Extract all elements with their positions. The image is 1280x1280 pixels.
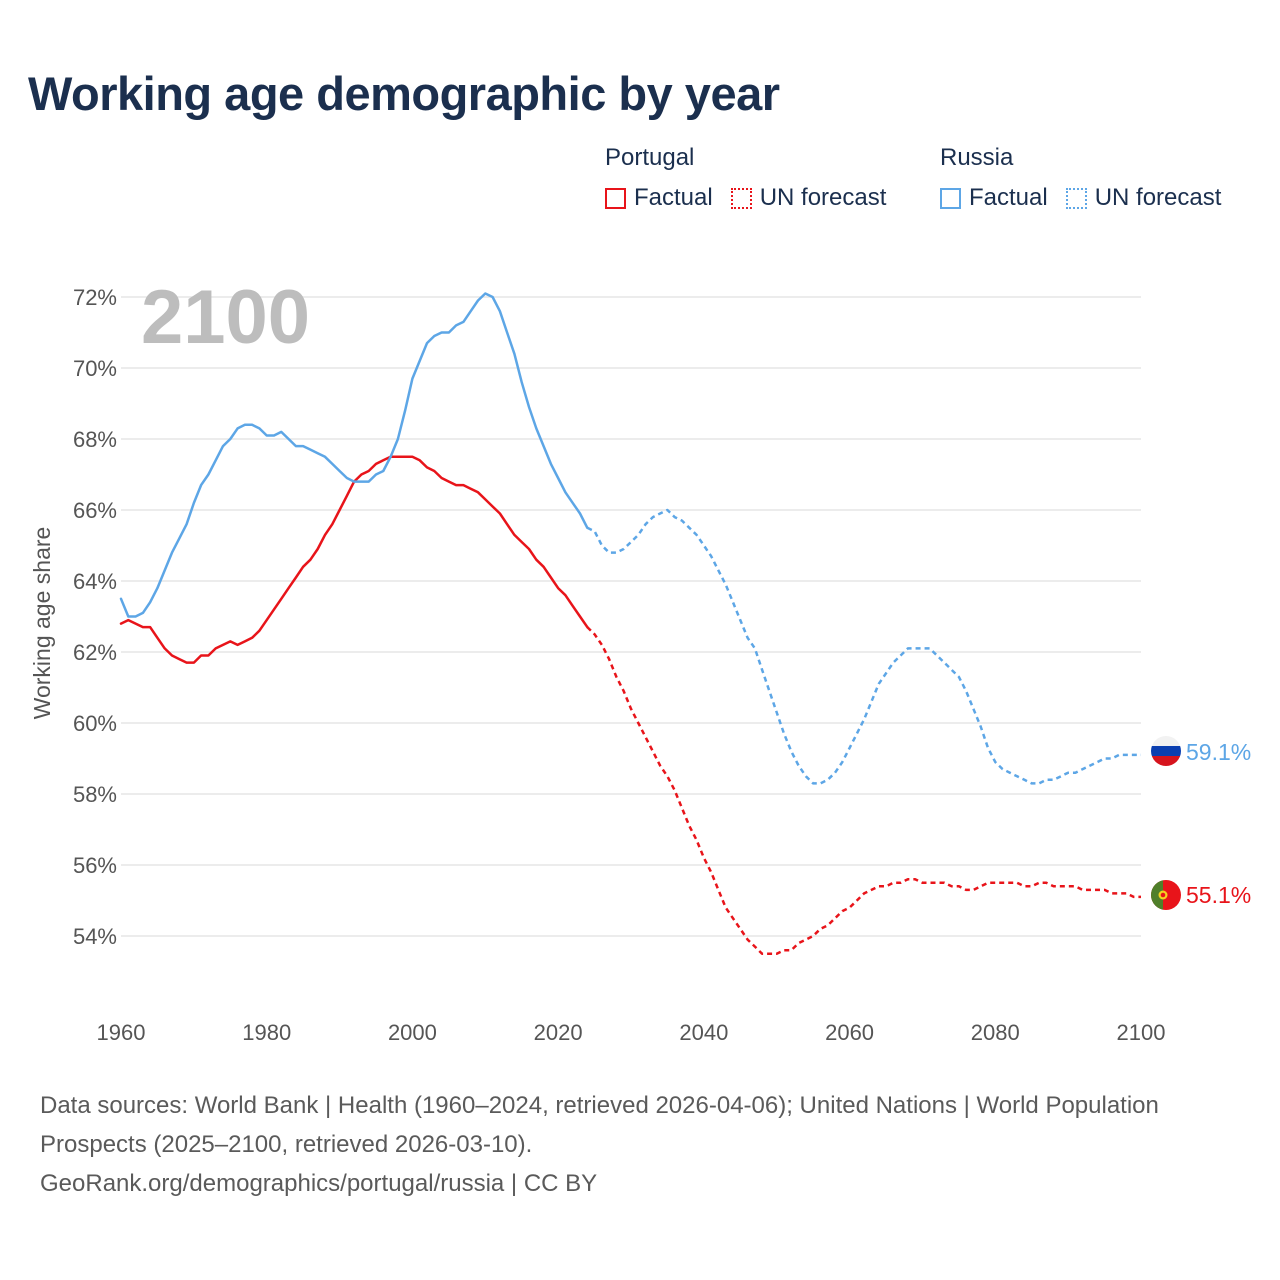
y-tick-label: 64% bbox=[73, 569, 117, 594]
y-tick-label: 54% bbox=[73, 924, 117, 949]
legend-swatch-portugal-forecast bbox=[730, 187, 752, 209]
x-tick-label: 2060 bbox=[825, 1020, 874, 1045]
legend-label-russia-factual: Factual bbox=[969, 184, 1048, 211]
y-tick-label: 56% bbox=[73, 853, 117, 878]
x-tick-label: 2020 bbox=[534, 1020, 583, 1045]
y-tick-label: 72% bbox=[73, 285, 117, 310]
chart-title: Working age demographic by year bbox=[28, 67, 780, 120]
grid-lines bbox=[121, 296, 1141, 937]
legend-swatch-russia-factual bbox=[940, 187, 961, 209]
legend-swatch-portugal-factual bbox=[605, 187, 626, 209]
x-axis-ticks: 1960 1980 2000 2020 2040 2060 2080 2100 bbox=[97, 1020, 1166, 1045]
legend-item-portugal-factual[interactable]: Factual bbox=[605, 184, 713, 212]
x-tick-label: 1980 bbox=[242, 1020, 291, 1045]
y-tick-label: 58% bbox=[73, 782, 117, 807]
portugal-flag-icon bbox=[1151, 880, 1181, 910]
end-label-portugal: 55.1% bbox=[1186, 882, 1251, 908]
legend-item-russia-forecast[interactable]: UN forecast bbox=[1065, 184, 1222, 212]
russia-flag-icon bbox=[1151, 736, 1181, 766]
x-tick-label: 1960 bbox=[97, 1020, 146, 1045]
legend-item-russia-factual[interactable]: Factual bbox=[940, 184, 1048, 212]
footer-sources: Data sources: World Bank | Health (1960–… bbox=[40, 1092, 1159, 1158]
end-label-russia: 59.1% bbox=[1186, 739, 1251, 765]
legend-label-portugal-forecast: UN forecast bbox=[759, 184, 887, 211]
series-line-portugal-forecast[interactable] bbox=[586, 626, 1141, 956]
x-tick-label: 2100 bbox=[1117, 1020, 1166, 1045]
y-tick-label: 66% bbox=[73, 498, 117, 523]
footer-attribution[interactable]: GeoRank.org/demographics/portugal/russia… bbox=[40, 1170, 598, 1197]
y-tick-label: 62% bbox=[73, 640, 117, 665]
legend-country-russia: Russia bbox=[940, 144, 1014, 171]
y-axis-title: Working age share bbox=[29, 527, 55, 720]
y-tick-label: 70% bbox=[73, 356, 117, 381]
legend-item-portugal-forecast[interactable]: UN forecast bbox=[730, 184, 887, 212]
x-tick-label: 2080 bbox=[971, 1020, 1020, 1045]
legend-group-portugal: Portugal Factual UN forecast bbox=[605, 144, 894, 212]
legend-swatch-russia-forecast bbox=[1065, 187, 1087, 209]
y-tick-label: 60% bbox=[73, 711, 117, 736]
series-line-russia-factual[interactable] bbox=[119, 292, 589, 618]
series-line-portugal-factual[interactable] bbox=[119, 455, 589, 664]
series-lines bbox=[119, 292, 1141, 956]
x-tick-label: 2040 bbox=[679, 1020, 728, 1045]
year-watermark: 2100 bbox=[141, 275, 310, 360]
y-tick-label: 68% bbox=[73, 427, 117, 452]
legend-country-portugal: Portugal bbox=[605, 144, 695, 171]
legend-label-russia-forecast: UN forecast bbox=[1094, 184, 1222, 211]
legend-group-russia: Russia Factual UN forecast bbox=[940, 144, 1229, 212]
footer: Data sources: World Bank | Health (1960–… bbox=[40, 1086, 1240, 1203]
legend-label-portugal-factual: Factual bbox=[634, 184, 713, 211]
x-tick-label: 2000 bbox=[388, 1020, 437, 1045]
y-axis-ticks: 54% 56% 58% 60% 62% 64% 66% 68% 70% 72% bbox=[73, 285, 117, 949]
series-line-russia-forecast[interactable] bbox=[586, 508, 1141, 785]
